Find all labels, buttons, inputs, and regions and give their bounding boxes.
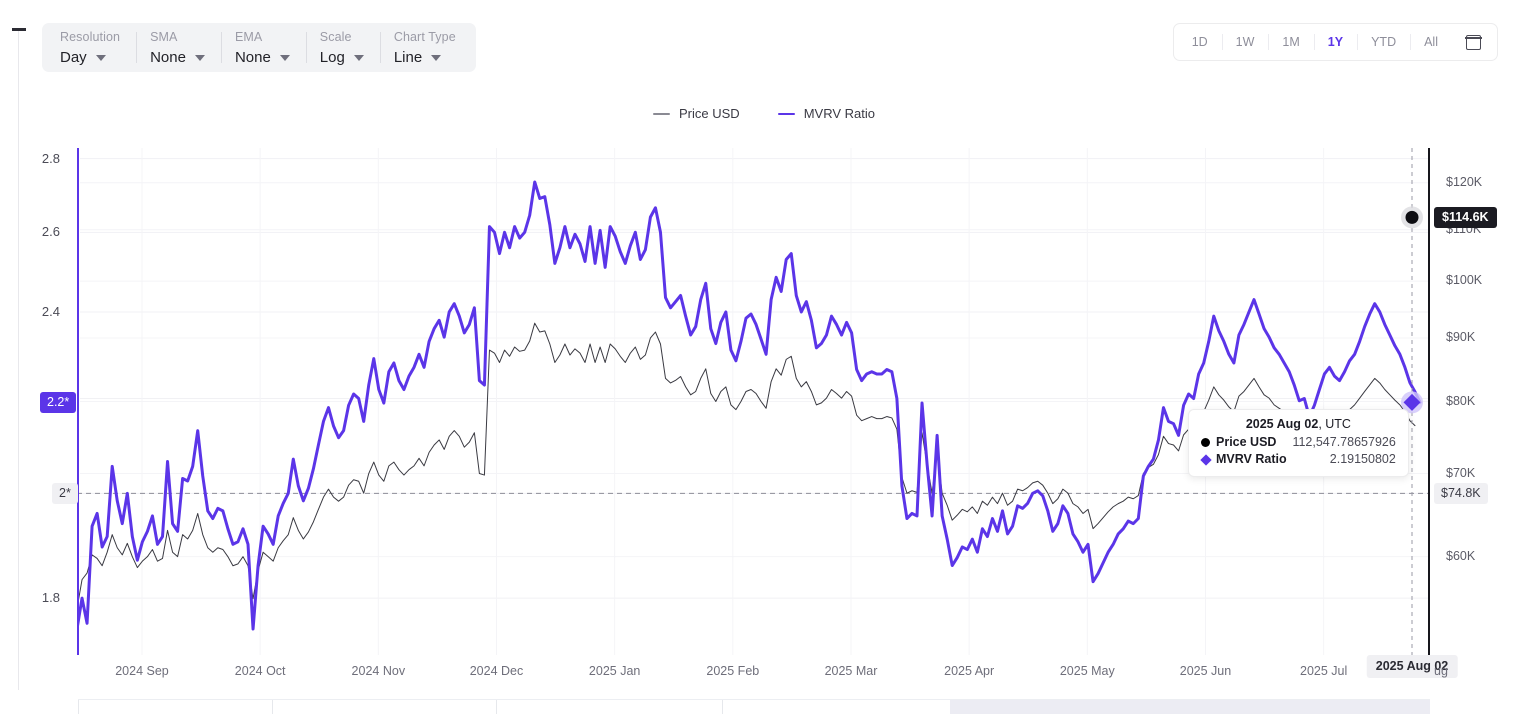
chevron-down-icon[interactable] (279, 54, 290, 61)
y-axis-left-tick: 2.6 (41, 224, 60, 240)
x-axis-tick: 2024 Oct (234, 664, 286, 678)
y-axis-right-tick: $70K (1446, 465, 1476, 480)
scale-value: Log (319, 49, 345, 66)
chart-canvas (77, 148, 1430, 655)
y-axis-left-tick: 2 (0, 485, 60, 500)
range-button-all[interactable]: All (1410, 24, 1452, 60)
diamond-marker-icon (1199, 453, 1212, 466)
tooltip-series-name: MVRV Ratio (1216, 452, 1287, 466)
y-axis-right-tick: $90K (1446, 329, 1476, 344)
y-axis-right-current-badge: $114.6K (1434, 207, 1497, 229)
sma-value: None (150, 49, 186, 66)
range-button-1y[interactable]: 1Y (1313, 24, 1357, 60)
chart-legend: Price USD MVRV Ratio (0, 106, 1528, 121)
top-left-tick (12, 28, 26, 31)
navigator-tick (722, 700, 723, 714)
range-button-ytd[interactable]: YTD (1357, 24, 1410, 60)
x-axis-label-truncated: ug (1434, 664, 1448, 678)
x-axis-tick: 2025 Jul (1300, 664, 1348, 678)
y-axis-left-current-badge: 2.2* (40, 392, 77, 414)
resolution-control[interactable]: Resolution Day (46, 23, 136, 72)
y-axis-left-tick: 2.4 (41, 303, 60, 319)
legend-item-price-usd[interactable]: Price USD (653, 106, 740, 121)
chart-tooltip: 2025 Aug 02, UTC Price USD 112,547.78657… (1188, 409, 1409, 477)
navigator-selection[interactable] (950, 700, 1430, 714)
tooltip-series-name: Price USD (1216, 435, 1277, 449)
y-axis-left-tick: 2.8 (41, 150, 60, 166)
circle-marker-icon (1201, 438, 1210, 447)
navigator-tick (78, 700, 79, 714)
x-axis-current-badge: 2025 Aug 02 (1366, 655, 1458, 678)
tooltip-series-value: 112,547.78657926 (1292, 435, 1396, 449)
ema-value: None (234, 49, 271, 66)
legend-line-icon (777, 112, 795, 115)
x-axis-tick: 2024 Dec (469, 664, 524, 678)
y-axis-left-reference-badge: 2* (52, 483, 78, 505)
y-axis-left-tick: 1.8 (41, 590, 60, 606)
x-axis-tick: 2024 Nov (351, 664, 406, 678)
y-axis-right-tick: $80K (1446, 393, 1476, 408)
range-button-1m[interactable]: 1M (1268, 24, 1313, 60)
chevron-down-icon[interactable] (95, 54, 106, 61)
chevron-down-icon[interactable] (194, 54, 205, 61)
tooltip-title: 2025 Aug 02, UTC (1201, 417, 1396, 431)
x-axis-tick: 2025 Feb (706, 664, 760, 678)
x-axis-tick: 2025 May (1059, 664, 1115, 678)
chevron-down-icon[interactable] (353, 54, 364, 61)
chart-type-value: Line (393, 49, 423, 66)
legend-line-icon (653, 112, 670, 115)
ema-control[interactable]: EMA None (220, 23, 306, 72)
chart-type-control[interactable]: Chart Type Line (379, 23, 472, 72)
tooltip-row-price: Price USD 112,547.78657926 (1201, 434, 1396, 451)
tooltip-row-mvrv: MVRV Ratio 2.19150802 (1199, 451, 1396, 468)
range-button-1w[interactable]: 1W (1221, 24, 1269, 60)
tooltip-series-value: 2.19150802 (1329, 452, 1396, 466)
y-axis-right-tick: $100K (1446, 273, 1483, 288)
chart-type-label: Chart Type (393, 30, 456, 44)
chart-plot-area[interactable] (77, 148, 1430, 655)
scale-label: Scale (319, 30, 352, 44)
x-axis-tick: 2025 Mar (824, 664, 878, 678)
sma-label: SMA (150, 30, 178, 44)
x-axis-tick: 2025 Jun (1179, 664, 1232, 678)
y-axis-right-reference-badge: $74.8K (1434, 483, 1488, 505)
x-axis-tick: 2024 Sep (115, 664, 169, 678)
resolution-label: Resolution (60, 30, 121, 44)
sma-control[interactable]: SMA None (136, 23, 221, 72)
legend-item-mvrv-ratio[interactable]: MVRV Ratio (777, 106, 875, 121)
resolution-value: Day (60, 49, 87, 66)
y-axis-right-tick: $120K (1446, 174, 1483, 189)
custom-date-range-button[interactable] (1452, 34, 1493, 50)
chart-settings-toolbar: Resolution Day SMA None EMA None Scale L… (42, 23, 476, 72)
left-frame-rule (18, 28, 19, 690)
tooltip-date: 2025 Aug 02 (1245, 417, 1319, 431)
calendar-icon (1465, 34, 1482, 50)
x-axis-tick: 2025 Jan (588, 664, 641, 678)
scale-control[interactable]: Scale Log (305, 23, 380, 72)
chevron-down-icon[interactable] (431, 54, 442, 61)
y-axis-right-tick: $60K (1446, 548, 1476, 563)
time-range-selector: 1D 1W 1M 1Y YTD All (1172, 23, 1498, 61)
legend-label: Price USD (679, 106, 740, 121)
ema-label: EMA (234, 30, 263, 44)
range-button-1d[interactable]: 1D (1191, 35, 1208, 49)
navigator-tick (272, 700, 273, 714)
tooltip-timezone: , UTC (1318, 417, 1351, 431)
navigator-tick (496, 700, 497, 714)
chart-navigator[interactable] (78, 699, 1430, 714)
legend-label: MVRV Ratio (803, 106, 875, 121)
x-axis-tick: 2025 Apr (944, 664, 995, 678)
